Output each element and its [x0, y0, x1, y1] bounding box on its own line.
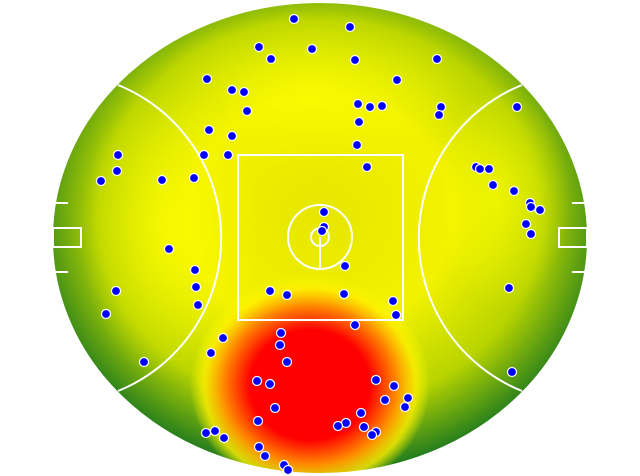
point [253, 441, 265, 453]
point [112, 149, 124, 161]
point [217, 332, 229, 344]
point [218, 432, 230, 444]
point [349, 54, 361, 66]
point [100, 308, 112, 320]
point [431, 53, 443, 65]
point [364, 101, 376, 113]
point [339, 260, 351, 272]
point [306, 43, 318, 55]
point [189, 264, 201, 276]
point [200, 427, 212, 439]
point [402, 392, 414, 404]
point [332, 420, 344, 432]
point [511, 101, 523, 113]
point [503, 282, 515, 294]
point [163, 243, 175, 255]
point [264, 285, 276, 297]
point [376, 100, 388, 112]
point [203, 124, 215, 136]
point [506, 366, 518, 378]
point [390, 309, 402, 321]
field-lines [51, 1, 589, 475]
point [110, 285, 122, 297]
point [487, 179, 499, 191]
point [358, 421, 370, 433]
point [361, 161, 373, 173]
point [111, 165, 123, 177]
point [391, 74, 403, 86]
point [252, 415, 264, 427]
point [275, 327, 287, 339]
point [259, 450, 271, 462]
point [433, 109, 445, 121]
point [205, 347, 217, 359]
point [281, 356, 293, 368]
point [95, 175, 107, 187]
point [399, 401, 411, 413]
point [226, 130, 238, 142]
point [251, 375, 263, 387]
point [379, 394, 391, 406]
point [222, 149, 234, 161]
point [525, 228, 537, 240]
point [370, 374, 382, 386]
point [349, 319, 361, 331]
point [388, 380, 400, 392]
point [474, 163, 486, 175]
point [483, 163, 495, 175]
point [192, 299, 204, 311]
point [209, 425, 221, 437]
point [318, 206, 330, 218]
point [226, 84, 238, 96]
point [282, 464, 294, 476]
point [265, 53, 277, 65]
point [138, 356, 150, 368]
point [316, 225, 328, 237]
point [156, 174, 168, 186]
point [238, 86, 250, 98]
point [190, 281, 202, 293]
point [198, 149, 210, 161]
point [269, 402, 281, 414]
point [352, 98, 364, 110]
point [366, 429, 378, 441]
point [344, 21, 356, 33]
point [387, 295, 399, 307]
point [338, 288, 350, 300]
point [355, 407, 367, 419]
point [520, 218, 532, 230]
point [534, 204, 546, 216]
point [264, 378, 276, 390]
point [508, 185, 520, 197]
point [351, 139, 363, 151]
point [274, 339, 286, 351]
point [288, 13, 300, 25]
point [353, 116, 365, 128]
point [525, 201, 537, 213]
point [241, 105, 253, 117]
point [253, 41, 265, 53]
point [201, 73, 213, 85]
point [188, 172, 200, 184]
point [281, 289, 293, 301]
